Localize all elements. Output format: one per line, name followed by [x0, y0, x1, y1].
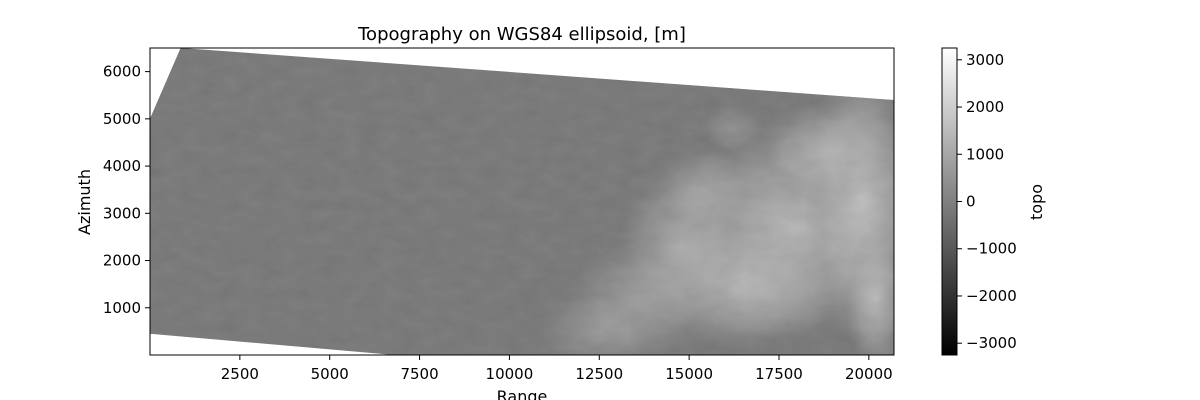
x-tick-label: 2500 [221, 365, 259, 383]
y-tick-label: 1000 [103, 299, 141, 317]
colorbar-tick-label: 2000 [966, 98, 1004, 116]
y-axis-label: Azimuth [75, 169, 94, 235]
x-tick-label: 12500 [575, 365, 623, 383]
x-tick-label: 15000 [665, 365, 713, 383]
x-tick-label: 20000 [845, 365, 893, 383]
colorbar-tick-label: −1000 [966, 240, 1017, 258]
colorbar-ticks: −3000 −2000 −1000 0 1000 2000 3000 [957, 51, 1017, 352]
x-tick-label: 10000 [486, 365, 534, 383]
y-axis-ticks: 1000 2000 3000 4000 5000 6000 [103, 63, 150, 317]
y-tick-label: 2000 [103, 252, 141, 270]
colorbar-tick-label: 0 [966, 193, 976, 211]
terrain-texture [150, 48, 894, 355]
x-axis-ticks: 2500 5000 7500 10000 12500 15000 17500 20000 [221, 355, 893, 383]
y-tick-label: 6000 [103, 63, 141, 81]
colorbar-tick-label: 3000 [966, 51, 1004, 69]
x-tick-label: 7500 [400, 365, 438, 383]
y-tick-label: 5000 [103, 110, 141, 128]
colorbar-tick-label: 1000 [966, 145, 1004, 163]
colorbar-label: topo [1027, 184, 1046, 220]
x-tick-label: 17500 [755, 365, 803, 383]
y-tick-label: 4000 [103, 157, 141, 175]
plot-frame [149, 47, 895, 356]
colorbar [941, 47, 958, 356]
colorbar-tick-label: −2000 [966, 287, 1017, 305]
x-tick-label: 5000 [311, 365, 349, 383]
x-axis-label: Range [497, 387, 548, 400]
topography-raster [150, 48, 894, 355]
chart-title: Topography on WGS84 ellipsoid, [m] [357, 24, 686, 45]
colorbar-tick-label: −3000 [966, 334, 1017, 352]
y-tick-label: 3000 [103, 204, 141, 222]
